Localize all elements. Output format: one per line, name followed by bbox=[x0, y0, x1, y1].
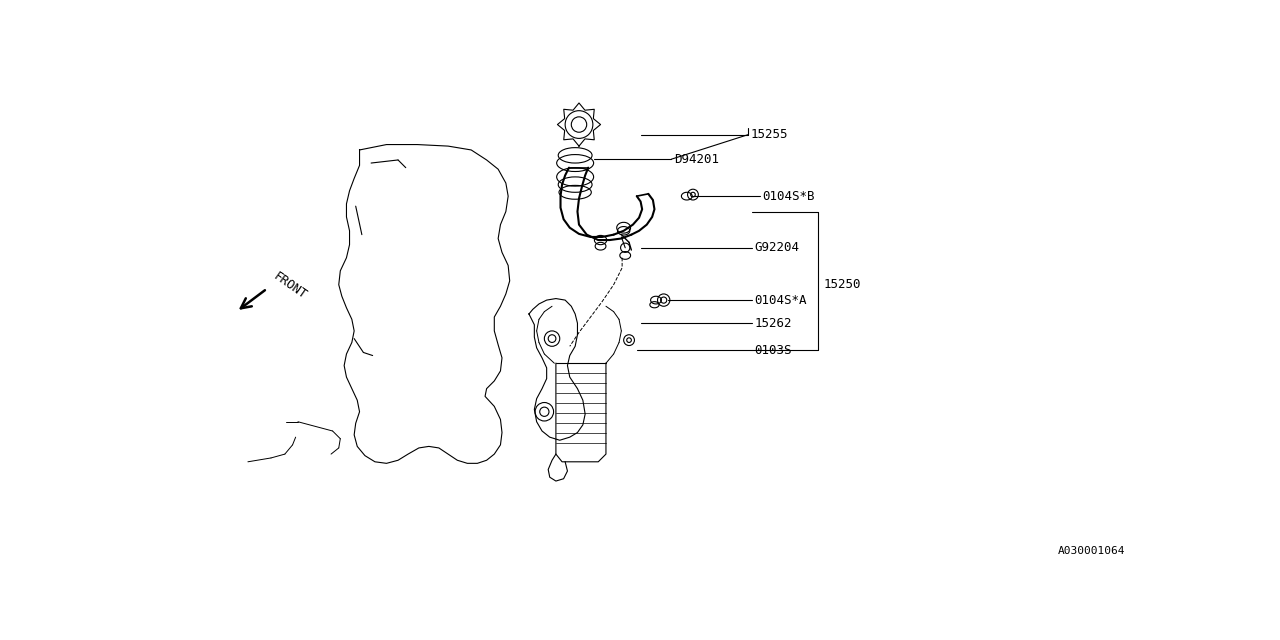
Text: 15250: 15250 bbox=[824, 278, 861, 291]
Text: FRONT: FRONT bbox=[271, 270, 310, 302]
Text: 15262: 15262 bbox=[755, 317, 792, 330]
Text: A030001064: A030001064 bbox=[1059, 546, 1125, 556]
Text: 0104S*B: 0104S*B bbox=[763, 189, 815, 203]
Text: 0104S*A: 0104S*A bbox=[755, 294, 808, 307]
Text: G92204: G92204 bbox=[755, 241, 800, 254]
Text: D94201: D94201 bbox=[673, 153, 718, 166]
Text: 0103S: 0103S bbox=[755, 344, 792, 356]
Text: 15255: 15255 bbox=[750, 128, 788, 141]
